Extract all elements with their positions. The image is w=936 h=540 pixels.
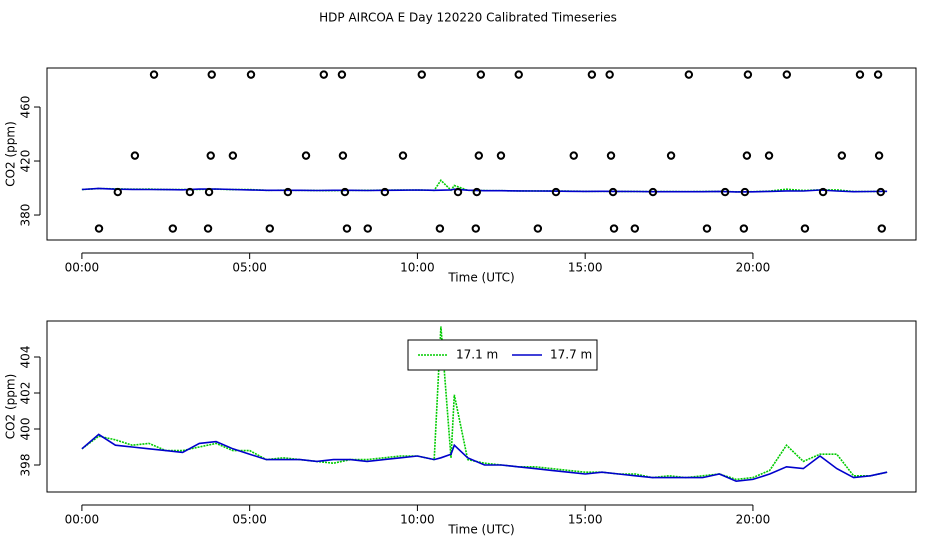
calibration-point	[398, 151, 408, 160]
calibration-point	[342, 224, 352, 233]
calibration-point	[609, 224, 619, 233]
calibration-point	[301, 151, 311, 160]
x-tick-label: 15:00	[568, 513, 603, 527]
calibration-point	[587, 70, 597, 79]
calibration-point	[471, 224, 480, 233]
x-tick-label: 20:00	[736, 261, 771, 275]
calibration-point	[149, 70, 159, 79]
x-tick-label: 05:00	[232, 261, 267, 275]
calibration-point	[337, 70, 347, 79]
calibration-point	[800, 224, 810, 233]
y-axis-label: CO2 (ppm)	[4, 374, 18, 440]
y-tick-label: 420	[19, 150, 33, 173]
calibration-point	[207, 70, 216, 79]
chart-title: HDP AIRCOA E Day 120220 Calibrated Times…	[319, 11, 617, 25]
calibration-point	[702, 224, 712, 233]
calibration-point	[876, 187, 885, 197]
calibration-point	[739, 224, 749, 233]
y-tick-label: 398	[19, 454, 33, 477]
y-tick-label: 404	[19, 346, 33, 369]
calibration-point	[206, 151, 215, 160]
calibration-point	[340, 187, 350, 197]
plot-frame	[46, 320, 917, 493]
x-tick-label: 10:00	[400, 261, 435, 275]
calibration-point	[551, 187, 561, 197]
calibration-point	[874, 151, 884, 160]
calibration-point	[606, 151, 616, 160]
calibration-point	[877, 224, 886, 233]
calibration-point	[228, 151, 238, 160]
calibration-point	[514, 70, 523, 79]
calibration-point	[764, 151, 774, 160]
calibration-point	[417, 70, 426, 79]
x-axis-label: Time (UTC)	[447, 271, 514, 285]
x-tick-label: 20:00	[736, 513, 771, 527]
calibration-point	[630, 224, 640, 233]
calibration-point	[283, 187, 293, 197]
calibration-point	[569, 151, 578, 160]
calibration-point	[648, 187, 658, 197]
calibration-point	[476, 70, 486, 79]
calibration-point	[474, 151, 484, 160]
calibration-point	[496, 151, 506, 160]
calibration-point	[338, 151, 348, 160]
legend-label: 17.7 m	[550, 348, 592, 362]
calibration-point	[319, 70, 329, 79]
calibration-point	[740, 187, 750, 197]
calibration-point	[472, 187, 482, 197]
calibration-point	[782, 70, 792, 79]
calibration-point	[435, 224, 445, 233]
calibration-point	[742, 151, 752, 160]
calibration-point	[608, 187, 618, 197]
calibration-point	[666, 151, 676, 160]
calibration-point	[168, 224, 178, 233]
calibration-point	[204, 187, 214, 197]
x-tick-label: 05:00	[232, 513, 267, 527]
calibration-point	[265, 224, 274, 233]
plot-frame	[46, 67, 917, 241]
series-line	[81, 187, 888, 193]
x-tick-label: 00:00	[65, 513, 100, 527]
calibration-point	[113, 187, 122, 197]
calibration-point	[453, 187, 463, 197]
calibration-point	[94, 224, 104, 233]
x-tick-label: 10:00	[400, 513, 435, 527]
calibration-point	[684, 70, 694, 79]
y-tick-label: 380	[19, 204, 33, 227]
calibration-point	[743, 70, 753, 79]
y-tick-label: 402	[19, 382, 33, 405]
calibration-point	[873, 70, 883, 79]
calibration-point	[605, 70, 614, 79]
calibration-point	[720, 187, 730, 197]
y-tick-label: 460	[19, 96, 33, 119]
calibration-point	[837, 151, 847, 160]
calibration-point	[246, 70, 256, 79]
y-axis-label: CO2 (ppm)	[4, 121, 18, 187]
x-axis-label: Time (UTC)	[447, 523, 514, 537]
series-line	[81, 433, 888, 483]
calibration-point	[380, 187, 390, 197]
legend-label: 17.1 m	[456, 348, 498, 362]
calibration-point	[203, 224, 213, 233]
calibration-point	[533, 224, 543, 233]
x-tick-label: 15:00	[568, 261, 603, 275]
y-tick-label: 400	[19, 418, 33, 441]
calibration-point	[363, 224, 372, 233]
calibration-point	[185, 187, 195, 197]
x-tick-label: 00:00	[65, 261, 100, 275]
calibration-point	[130, 151, 140, 160]
calibration-point	[855, 70, 865, 79]
series-line	[81, 326, 888, 481]
calibration-point	[818, 187, 828, 197]
